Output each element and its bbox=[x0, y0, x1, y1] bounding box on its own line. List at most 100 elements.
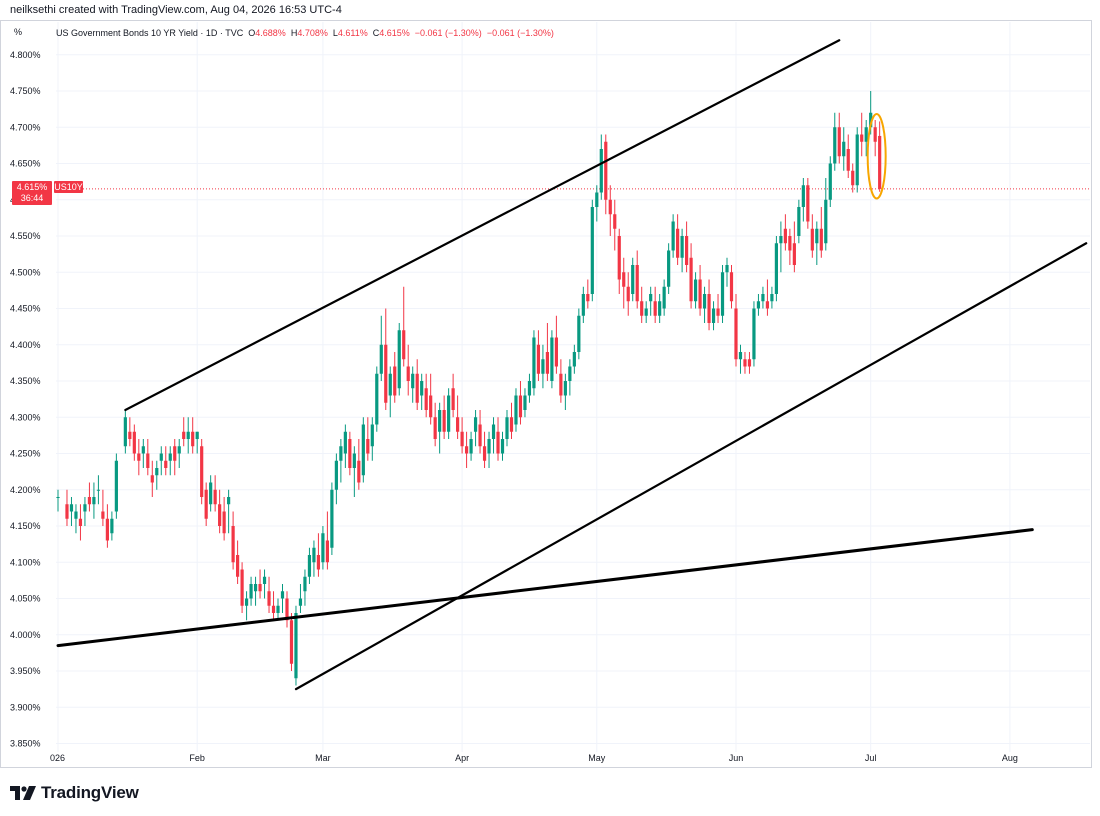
chart-frame[interactable] bbox=[0, 20, 1092, 768]
candle-body bbox=[756, 301, 761, 309]
y-tick-label: 4.300% bbox=[10, 412, 41, 422]
trendline-lower-channel bbox=[294, 242, 1088, 691]
candle-body bbox=[236, 555, 240, 577]
candle-body bbox=[65, 504, 69, 519]
candle-body bbox=[761, 294, 765, 302]
x-tick-label: Aug bbox=[1002, 753, 1018, 763]
candle-body bbox=[285, 598, 289, 621]
candle-body bbox=[370, 424, 374, 447]
last-price-tag: 4.615% 36:44 bbox=[12, 181, 52, 205]
candle-body bbox=[375, 373, 379, 425]
candle-body bbox=[343, 431, 347, 454]
legend-title[interactable]: US Government Bonds 10 YR Yield · 1D · T… bbox=[56, 28, 244, 38]
candle-body bbox=[155, 468, 159, 476]
creator-credit: neilksethi created with TradingView.com,… bbox=[10, 4, 342, 16]
candle-body bbox=[527, 381, 532, 396]
percent-scale-button[interactable]: % bbox=[14, 27, 23, 37]
candle-body bbox=[348, 439, 352, 468]
candle-body bbox=[429, 395, 433, 418]
candle-body bbox=[644, 308, 648, 316]
candle-body bbox=[361, 424, 365, 476]
candle-body bbox=[693, 279, 698, 302]
candle-body bbox=[851, 170, 855, 186]
candle-body bbox=[550, 337, 554, 381]
candle-body bbox=[523, 395, 527, 410]
legend-high-label: H bbox=[290, 28, 298, 38]
candle-body bbox=[173, 446, 177, 461]
candle-body bbox=[505, 417, 509, 439]
candle-body bbox=[869, 112, 873, 128]
candle-body bbox=[227, 497, 231, 505]
y-tick-label: 3.950% bbox=[10, 666, 41, 676]
candle-body bbox=[770, 294, 774, 302]
candle-body bbox=[613, 214, 617, 229]
candle-body bbox=[164, 460, 168, 468]
candle-body bbox=[707, 294, 711, 323]
y-tick-label: 4.150% bbox=[10, 521, 41, 531]
legend-open-value: 4.688% bbox=[255, 28, 286, 38]
candle-body bbox=[352, 453, 356, 468]
candlestick-chart[interactable]: 3.850% 3.900% 3.950% 4.000% 4.050% 4.100% 4.15… bbox=[0, 0, 1100, 770]
candle-body bbox=[680, 236, 684, 258]
candle-body bbox=[563, 381, 567, 396]
candle-body bbox=[783, 228, 787, 244]
candle-body bbox=[846, 149, 850, 171]
candle-body bbox=[402, 330, 406, 360]
x-tick-label: Feb bbox=[189, 753, 205, 763]
candle-body bbox=[141, 446, 145, 454]
candle-body bbox=[240, 569, 244, 606]
candle-body bbox=[842, 141, 846, 157]
y-tick-label: 4.400% bbox=[10, 340, 41, 350]
candle-body bbox=[509, 417, 514, 432]
candle-body bbox=[554, 337, 558, 367]
candle-body bbox=[105, 518, 109, 541]
candle-body bbox=[671, 221, 675, 251]
candle-body bbox=[298, 598, 303, 606]
y-tick-label: 3.900% bbox=[10, 702, 41, 712]
candle-body bbox=[92, 497, 96, 505]
candle-body bbox=[433, 417, 437, 439]
candle-body bbox=[128, 431, 132, 439]
candle-body bbox=[649, 294, 653, 302]
candle-body bbox=[393, 366, 397, 396]
header-bar: neilksethi created with TradingView.com,… bbox=[0, 0, 1100, 20]
candle-body bbox=[366, 439, 370, 454]
candle-body bbox=[473, 417, 478, 432]
candle-body bbox=[442, 410, 446, 432]
candle-body bbox=[828, 163, 832, 200]
candle-body bbox=[747, 359, 752, 367]
y-tick-label: 4.800% bbox=[10, 50, 41, 60]
candle-body bbox=[271, 605, 276, 613]
candle-body bbox=[182, 431, 186, 439]
candle-body bbox=[420, 381, 424, 396]
candle-body bbox=[676, 228, 680, 258]
candle-body bbox=[204, 489, 208, 519]
candle-body bbox=[415, 373, 419, 403]
legend-change-2: −0.061 (−1.30%) bbox=[486, 28, 554, 38]
x-tick-label: Apr bbox=[455, 753, 469, 763]
symbol-tag: US10Y bbox=[54, 181, 83, 193]
candle-body bbox=[325, 540, 329, 563]
candle-body bbox=[447, 395, 451, 432]
candle-body bbox=[96, 489, 101, 491]
candle-body bbox=[702, 294, 707, 309]
y-tick-label: 4.200% bbox=[10, 485, 41, 495]
candle-body bbox=[729, 272, 734, 302]
candle-body bbox=[604, 141, 608, 200]
candle-body bbox=[280, 591, 285, 599]
chart-legend: US Government Bonds 10 YR Yield · 1D · T… bbox=[10, 26, 554, 40]
candle-body bbox=[406, 366, 410, 381]
candle-body bbox=[334, 460, 338, 490]
candle-body bbox=[487, 439, 491, 454]
candle-body bbox=[536, 344, 541, 374]
candle-body bbox=[792, 243, 796, 265]
candle-body bbox=[698, 279, 702, 309]
candle-body bbox=[150, 475, 154, 483]
x-tick-label: 026 bbox=[50, 753, 65, 763]
x-tick-label: Mar bbox=[315, 753, 331, 763]
y-tick-label: 4.050% bbox=[10, 594, 41, 604]
candle-body bbox=[132, 431, 136, 454]
candle-body bbox=[541, 359, 545, 374]
candle-body bbox=[662, 286, 666, 309]
trendline-upper-channel bbox=[124, 39, 841, 412]
